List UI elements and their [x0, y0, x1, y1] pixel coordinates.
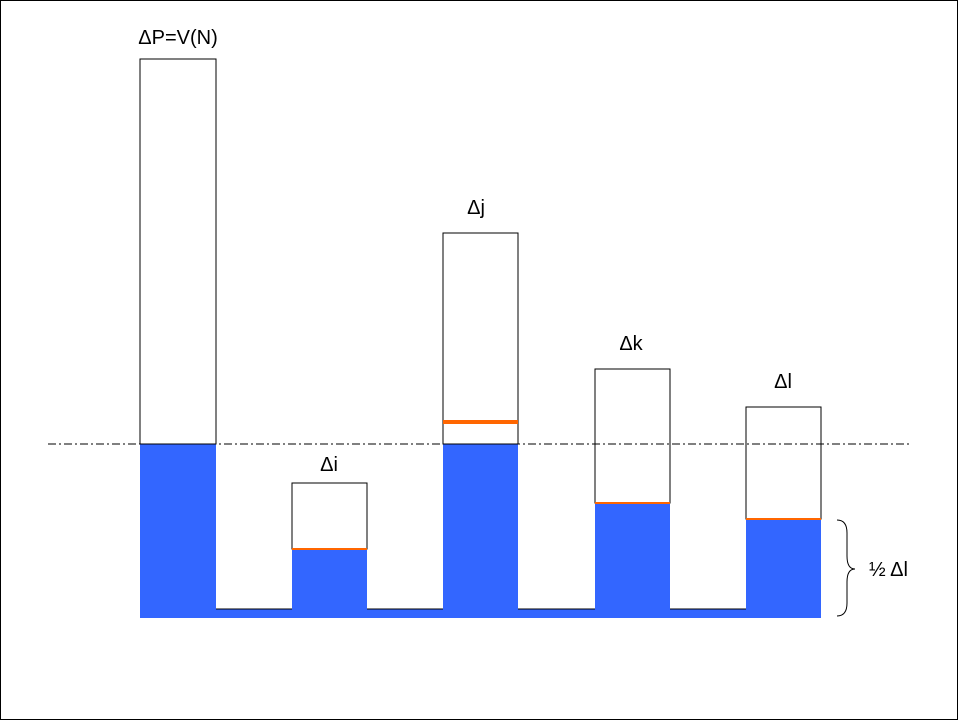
column-j-fill: [443, 444, 518, 618]
column-p-fill: [140, 444, 216, 618]
column-i-fill: [292, 549, 367, 618]
column-j-label: Δj: [467, 197, 485, 219]
column-l: Δl: [745, 371, 822, 618]
column-k-fill: [595, 503, 670, 618]
column-k: Δk: [594, 333, 671, 618]
column-k-label: Δk: [619, 333, 643, 355]
column-p-outline: [139, 58, 217, 445]
connector-3: [518, 609, 595, 618]
column-i: Δi: [291, 454, 368, 618]
curly-brace: [836, 519, 856, 617]
column-i-outline: [291, 482, 368, 550]
column-p-label: ΔP=V(N): [138, 27, 217, 49]
connector-1: [216, 609, 292, 618]
column-j: Δj: [442, 197, 519, 618]
column-l-outline: [745, 406, 822, 520]
column-i-label: Δi: [320, 454, 338, 476]
column-l-fill: [746, 519, 821, 618]
connector-4: [670, 609, 746, 618]
bracket-label: ½ Δl: [869, 559, 908, 581]
column-j-outline: [442, 232, 519, 445]
column-l-label: Δl: [774, 371, 792, 393]
column-k-outline: [594, 368, 671, 504]
connector-2: [367, 609, 443, 618]
column-p: ΔP=V(N): [138, 27, 218, 618]
